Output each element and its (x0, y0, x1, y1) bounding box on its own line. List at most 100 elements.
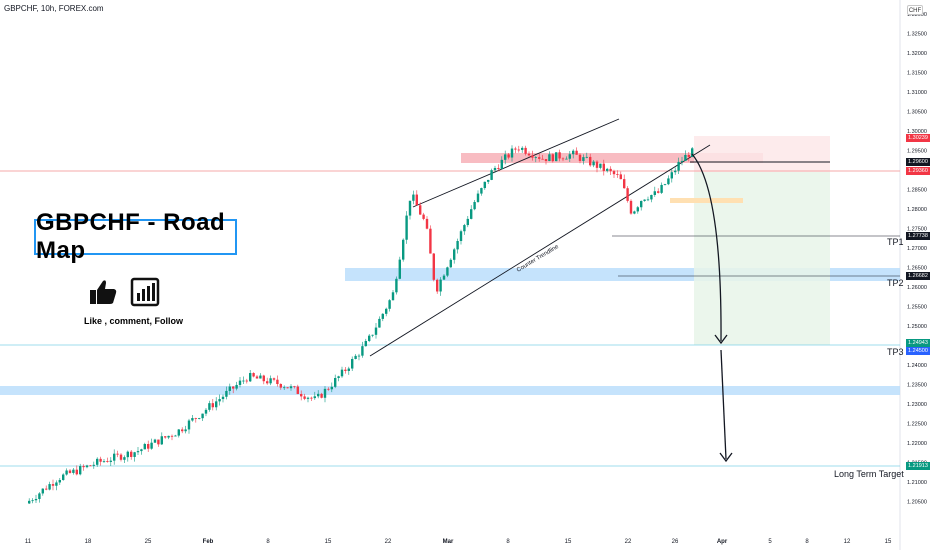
candle-body (330, 386, 333, 390)
candle-body (405, 215, 408, 240)
candle-body (650, 194, 653, 200)
candle-body (663, 184, 667, 185)
x-tick-label: Feb (203, 539, 214, 545)
candle-body (633, 211, 636, 214)
candle-body (238, 380, 242, 385)
candle-body (592, 161, 595, 166)
candle-body (602, 163, 605, 171)
candle-body (194, 418, 197, 419)
candle-body (674, 170, 677, 173)
candle-body (541, 158, 544, 160)
candle-body (347, 368, 350, 371)
candle-body (334, 377, 337, 387)
candle-body (449, 259, 452, 268)
candle-body (96, 458, 99, 465)
candle-body (147, 443, 150, 449)
candle-body (279, 384, 282, 388)
x-tick-label: Apr (717, 539, 728, 545)
candle-body (636, 207, 639, 212)
candle-body (266, 381, 269, 384)
candle-body (612, 171, 616, 175)
candle-body (684, 154, 687, 161)
candle-body (432, 253, 435, 280)
candle-body (436, 279, 439, 292)
candle-body (415, 194, 418, 206)
x-tick-label: 26 (672, 539, 679, 545)
candle-body (204, 409, 208, 414)
candle-body (170, 435, 174, 437)
candle-body (510, 148, 514, 158)
x-tick-label: 12 (844, 539, 851, 545)
candle-body (609, 168, 612, 172)
x-tick-label: 25 (145, 539, 152, 545)
currency-badge[interactable]: CHF (907, 5, 923, 15)
candle-body (456, 241, 459, 250)
y-tick-label: 1.21000 (907, 480, 927, 486)
candle-body (500, 159, 503, 169)
candle-body (286, 387, 289, 389)
candle-body (667, 178, 670, 185)
candle-body (34, 498, 38, 501)
candle-body (123, 457, 126, 460)
candle-body (371, 334, 374, 336)
candle-body (310, 397, 313, 399)
y-tick-label: 1.26500 (907, 266, 927, 272)
candle-body (425, 218, 429, 229)
projection-arrow-1 (691, 153, 722, 342)
candle-body (215, 401, 218, 408)
candle-body (211, 403, 214, 408)
candle-body (187, 420, 191, 430)
candle-body (184, 429, 187, 432)
candle-body (544, 159, 548, 162)
candle-body (65, 470, 68, 475)
candle-body (269, 378, 272, 384)
candle-body (174, 435, 177, 437)
candle-body (578, 154, 582, 161)
candle-body (320, 393, 323, 398)
candle-body (85, 465, 89, 468)
candle-body (463, 225, 466, 232)
candle-body (259, 375, 262, 379)
candle-body (558, 152, 561, 159)
x-tick-label: 8 (805, 539, 809, 545)
candle-body (629, 200, 633, 214)
candle-body (276, 379, 279, 385)
road-map-title: GBPCHF - Road Map (36, 209, 226, 264)
candle-body (616, 174, 619, 175)
candle-body (249, 373, 252, 382)
candle-body (534, 157, 537, 158)
candle-body (48, 484, 51, 490)
candle-body (340, 369, 344, 377)
y-tick-label: 1.30000 (907, 129, 927, 135)
candle-body (72, 469, 75, 473)
candle-body (378, 318, 381, 328)
tp3-label: TP3 (887, 347, 904, 357)
candle-body (283, 387, 286, 389)
candle-body (191, 418, 194, 421)
candle-body (388, 300, 391, 309)
price-tag: 1.30239 (906, 134, 930, 142)
y-tick-label: 1.25000 (907, 324, 927, 330)
y-tick-label: 1.25500 (907, 305, 927, 311)
take-profit-box (694, 172, 830, 345)
bar-chart-icon (130, 277, 160, 307)
candle-body (300, 393, 303, 397)
y-tick-label: 1.31000 (907, 90, 927, 96)
candle-body (62, 474, 65, 480)
candle-body (374, 327, 378, 335)
candle-body (517, 149, 520, 151)
candle-body (306, 397, 310, 399)
candle-body (646, 199, 650, 201)
y-tick-label: 1.27000 (907, 246, 927, 252)
candle-body (109, 460, 112, 462)
x-axis: 11 18 25 Feb 8 15 22 Mar 8 15 22 26 Apr 5 8 12 15 (25, 539, 892, 545)
candle-body (561, 158, 565, 160)
candle-body (313, 396, 316, 399)
candle-body (208, 403, 211, 410)
candle-body (680, 160, 684, 162)
tp1-label: TP1 (887, 237, 904, 247)
candle-body (296, 386, 299, 394)
projection-arrowhead-2 (719, 452, 733, 463)
candle-body (653, 191, 656, 195)
